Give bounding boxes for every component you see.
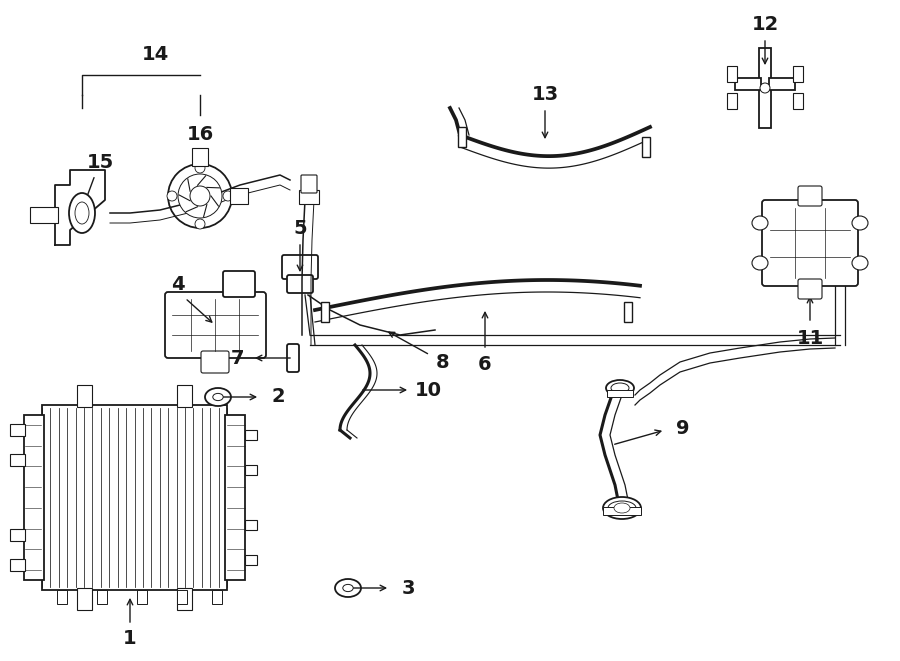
Circle shape <box>190 186 210 206</box>
Text: 14: 14 <box>141 46 168 65</box>
Text: 2: 2 <box>271 387 284 407</box>
Circle shape <box>760 83 770 93</box>
FancyBboxPatch shape <box>287 344 299 372</box>
Bar <box>727 66 737 82</box>
Bar <box>245 520 257 530</box>
FancyBboxPatch shape <box>762 200 858 286</box>
Bar <box>10 559 25 571</box>
Polygon shape <box>55 170 105 245</box>
Ellipse shape <box>752 216 768 230</box>
Text: 13: 13 <box>531 85 559 104</box>
Ellipse shape <box>852 216 868 230</box>
Ellipse shape <box>335 579 361 597</box>
Text: 8: 8 <box>436 354 450 373</box>
Bar <box>607 390 633 397</box>
Ellipse shape <box>343 584 353 592</box>
Circle shape <box>178 174 222 218</box>
Circle shape <box>223 191 233 201</box>
Bar <box>177 588 192 610</box>
Bar <box>727 93 737 109</box>
Bar <box>299 190 319 204</box>
Bar <box>192 148 208 166</box>
FancyBboxPatch shape <box>223 271 255 297</box>
Bar <box>624 302 632 322</box>
Bar <box>759 48 771 128</box>
Bar <box>321 302 329 322</box>
Bar <box>245 430 257 440</box>
Bar <box>57 590 67 604</box>
Text: 7: 7 <box>230 348 244 368</box>
Bar <box>30 207 58 223</box>
Ellipse shape <box>75 202 89 224</box>
Bar <box>230 188 248 204</box>
Bar <box>245 555 257 565</box>
Bar <box>212 590 222 604</box>
Bar <box>24 415 44 580</box>
Bar <box>245 465 257 475</box>
Ellipse shape <box>603 497 641 519</box>
Ellipse shape <box>606 380 634 396</box>
Bar <box>177 385 192 407</box>
Ellipse shape <box>212 393 223 401</box>
FancyBboxPatch shape <box>201 351 229 373</box>
Bar <box>10 529 25 541</box>
Bar <box>77 385 92 407</box>
Text: 12: 12 <box>752 15 778 34</box>
Bar <box>735 78 761 90</box>
Text: 9: 9 <box>676 418 689 438</box>
Circle shape <box>167 191 177 201</box>
FancyBboxPatch shape <box>287 275 313 293</box>
Ellipse shape <box>205 388 231 406</box>
Ellipse shape <box>852 256 868 270</box>
Circle shape <box>195 219 205 229</box>
Bar <box>793 66 803 82</box>
Text: 10: 10 <box>415 381 442 399</box>
Ellipse shape <box>614 503 630 513</box>
Bar <box>769 78 795 90</box>
Bar <box>225 415 245 580</box>
Bar <box>642 137 650 157</box>
Text: 5: 5 <box>293 219 307 237</box>
FancyBboxPatch shape <box>798 186 822 206</box>
FancyBboxPatch shape <box>282 255 318 279</box>
FancyBboxPatch shape <box>301 175 317 193</box>
Bar <box>137 590 147 604</box>
Bar <box>10 424 25 436</box>
Circle shape <box>168 164 232 228</box>
Text: 15: 15 <box>86 153 113 171</box>
Ellipse shape <box>752 256 768 270</box>
Bar <box>97 590 107 604</box>
Text: 16: 16 <box>186 126 213 145</box>
Ellipse shape <box>608 501 636 515</box>
Text: 6: 6 <box>478 354 491 373</box>
Bar <box>77 588 92 610</box>
Ellipse shape <box>611 383 629 393</box>
Text: 4: 4 <box>171 276 184 295</box>
Ellipse shape <box>69 193 95 233</box>
Bar <box>10 454 25 466</box>
Text: 11: 11 <box>796 329 824 348</box>
Text: 3: 3 <box>401 578 415 598</box>
Bar <box>458 127 466 147</box>
FancyBboxPatch shape <box>798 279 822 299</box>
Bar <box>42 405 227 590</box>
Bar <box>793 93 803 109</box>
Text: 1: 1 <box>123 629 137 648</box>
Circle shape <box>195 163 205 173</box>
FancyBboxPatch shape <box>165 292 266 358</box>
Bar <box>603 507 641 515</box>
Bar <box>177 590 187 604</box>
